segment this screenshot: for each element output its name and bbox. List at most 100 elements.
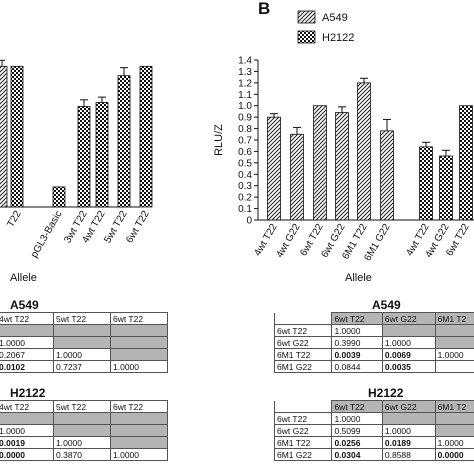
y-tick-label-12: 1.2 [238,78,252,89]
table-cell [381,412,436,425]
panel-b-chart: RLU/Z Allele A549 H2122 00.10.20.30.40.5… [213,10,474,284]
table-cell: 6M1 T2 [434,312,474,325]
table-cell [110,336,168,349]
bar-6wt-t22 [139,65,153,208]
table-row: 6M1 T22 0.0039 0.0069 1.0000 [273,348,474,361]
y-tick-label-4: 0.4 [238,170,252,181]
table-cell: 4wt T22 [0,312,54,325]
bar-a549-6m1-t22-4 [357,82,371,221]
y-tick-label-5: 0.5 [238,158,252,169]
bar-h2122-4wt-g22-7 [439,155,453,221]
table-cell: 0.2067 [0,348,54,361]
table-cell: 0.0039 [331,348,383,361]
table-row: 4wt T22 5wt T22 6wt T22 [0,312,168,325]
panel-b-label: B [258,0,270,18]
table-cell: 0.0256 [331,436,383,449]
table-cell: 1.0000 [53,348,111,361]
table-cell: 1.0000 [53,436,111,449]
y-tick-label-9: 0.9 [238,113,252,124]
y-tick-label-11: 1.1 [238,90,252,101]
table-cell: 0.0189 [381,436,436,449]
table-cell: 6wt G22 [273,424,333,437]
table-cell: 0.0000 [434,448,474,461]
y-tick-label-2: 0.2 [238,193,252,204]
table-cell [110,324,168,337]
legend-label-a549: A549 [322,12,348,24]
table-row [0,412,168,425]
table-cell: 1.0000 [110,360,168,373]
y-tick-label-0: 0 [246,216,252,227]
table-cell: 6M1 G22 [273,448,333,461]
table-cell: 4wt T22 [0,400,54,413]
table-cell: 1.0000 [0,336,54,349]
y-tick-label-10: 1.0 [238,101,252,112]
table-row: 0.0102 0.7237 1.0000 [0,360,168,373]
table-a549-right: 6wt T22 6wt G22 6M1 T2 6wt T22 1.0000 6wt G22… [273,312,474,373]
table-cell: 6M1 T22 [273,348,333,361]
table-cell: 6wt G22 [381,400,436,413]
table-cell [53,424,111,437]
bar-h2122-6wt-t22-8 [459,105,473,221]
bar-5wt-t22 [117,75,131,208]
table-cell: 6wt T22 [273,412,333,425]
table-cell: 0.3870 [53,448,111,461]
table-cell [110,424,168,437]
bar-a549-6wt-t22-2 [313,105,327,221]
table-cell [0,412,54,425]
legend-swatch-a549 [297,10,316,24]
table-cell: 0.0069 [381,348,436,361]
table-row: 6wt T22 1.0000 [273,324,474,337]
table-cell: 6M1 G22 [273,360,333,373]
table-cell: 6wt T22 [331,400,383,413]
panel-a-x-axis-label: Allele [10,272,37,284]
bar-cut-hatch [0,65,8,208]
table-cell [53,412,111,425]
table-cell: 6wt T22 [331,312,383,325]
tick-label-pgl3-basic: pGL3-Basic [29,209,65,260]
table-cell: 6wt G22 [273,336,333,349]
y-tick-label-6: 0.6 [238,147,252,158]
table-cell [273,312,333,325]
table-cell: 0.0844 [331,360,383,373]
table-cell: 1.0000 [110,448,168,461]
bar-4wt-t22 [95,102,109,208]
table-row: 6wt T22 6wt G22 6M1 T2 [273,400,474,413]
table-cell [53,336,111,349]
bar-a549-4wt-g22-1 [290,133,304,221]
table-cell: 1.0000 [434,436,474,449]
table-row [0,324,168,337]
table-row: 6M1 T22 0.0256 0.0189 1.0000 [273,436,474,449]
table-row: 6M1 G22 0.0844 0.0035 [273,360,474,373]
bar-3wt-t22 [77,106,91,208]
table-h2122-left: 4wt T22 5wt T22 6wt T22 1.0000 0.0019 1.0000 0… [0,400,168,461]
table-cell: 0.5099 [331,424,383,437]
table-row: 1.0000 [0,336,168,349]
table-cell: 6wt T22 [110,400,168,413]
bar-a549-6wt-g22-3 [335,112,349,221]
tick-label-cut: T22 [5,209,23,230]
table-cell [434,412,474,425]
table-cell [273,400,333,413]
table-cell: 0.7237 [53,360,111,373]
table-a549-right-title: A549 [372,298,401,312]
table-cell: 5wt T22 [53,312,111,325]
table-cell: 1.0000 [331,324,383,337]
table-h2122-left-title: H2122 [10,386,46,400]
y-tick-label-13: 1.3 [238,67,252,78]
bar-a549-4wt-t22-0 [267,116,281,221]
table-cell [0,324,54,337]
panel-b-x-axis-label: Allele [345,272,372,284]
bar-pgl3-basic [52,186,66,208]
table-row: 0.0019 1.0000 [0,436,168,449]
table-cell [434,336,474,349]
table-row: 6wt G22 0.3990 1.0000 [273,336,474,349]
table-cell [110,412,168,425]
table-row: 0.0000 0.3870 1.0000 [0,448,168,461]
table-cell: 1.0000 [0,424,54,437]
table-cell: 1.0000 [434,348,474,361]
table-cell [381,324,436,337]
table-cell: 5wt T22 [53,400,111,413]
table-cell: 1.0000 [381,424,436,437]
